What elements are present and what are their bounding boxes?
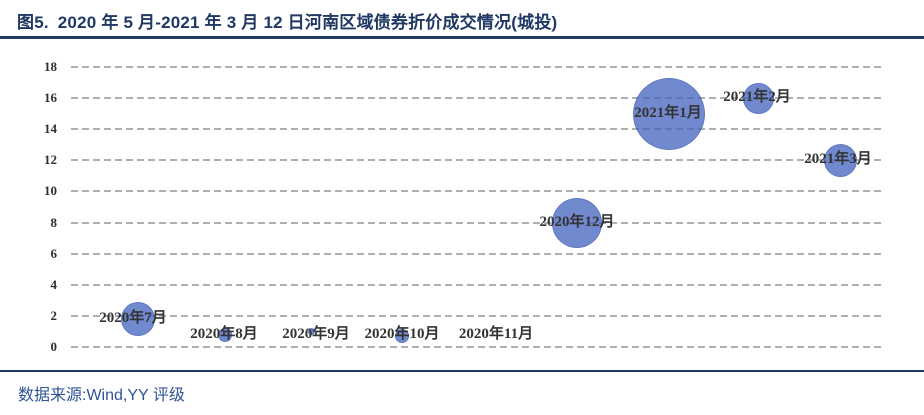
y-axis-tick-label: 18 bbox=[44, 58, 57, 74]
y-axis-tick-label: 10 bbox=[44, 183, 57, 199]
data-point-label: 2020年10月 bbox=[364, 326, 440, 342]
footer-divider-line bbox=[0, 370, 924, 372]
data-point-label: 2021年3月 bbox=[804, 151, 872, 167]
data-point-label: 2021年1月 bbox=[634, 105, 702, 121]
data-bubble bbox=[823, 143, 857, 177]
y-axis-tick-label: 8 bbox=[50, 214, 58, 230]
data-bubble bbox=[121, 302, 155, 336]
gridline bbox=[71, 159, 883, 162]
y-axis-tick-label: 16 bbox=[44, 90, 57, 106]
gridline bbox=[71, 97, 883, 100]
title-divider-line bbox=[0, 36, 924, 39]
gridline bbox=[71, 65, 883, 68]
data-point-label: 2020年8月 bbox=[190, 326, 258, 342]
y-axis-tick-label: 6 bbox=[50, 245, 58, 261]
data-point-label: 2020年9月 bbox=[282, 326, 350, 342]
y-axis-tick-label: 12 bbox=[44, 152, 57, 168]
data-point-label: 2020年7月 bbox=[99, 310, 167, 326]
gridline bbox=[71, 314, 883, 317]
gridline bbox=[71, 128, 883, 131]
gridline bbox=[71, 221, 883, 224]
figure-number-label: 图5. bbox=[17, 13, 49, 32]
gridline bbox=[71, 346, 883, 348]
data-bubble bbox=[218, 328, 232, 342]
y-axis-tick-label: 0 bbox=[50, 339, 58, 354]
data-source-text: 数据来源:Wind,YY 评级 bbox=[18, 387, 185, 404]
gridline bbox=[71, 190, 883, 193]
y-axis-tick-label: 4 bbox=[50, 276, 58, 292]
data-bubble bbox=[395, 329, 409, 343]
data-bubble bbox=[307, 327, 315, 335]
bubble-chart: 0 2 4 6 8 10 12 14 16 18 2020年7月 2020年8月 2020年9月 2020… bbox=[0, 42, 924, 364]
figure-title-text: 2020 年 5 月-2021 年 3 月 12 日河南区域债券折价成交情况(城… bbox=[57, 13, 558, 32]
gridline bbox=[71, 252, 883, 255]
y-axis-tick-label: 2 bbox=[50, 307, 58, 323]
y-axis-tick-label: 14 bbox=[44, 121, 57, 137]
data-point-label: 2020年11月 bbox=[458, 326, 534, 342]
data-bubble bbox=[633, 78, 705, 150]
data-bubble bbox=[552, 198, 602, 248]
gridline bbox=[71, 283, 883, 286]
figure-title: 图5. 2020 年 5 月-2021 年 3 月 12 日河南区域债券折价成交情… bbox=[17, 8, 557, 32]
data-point-label: 2021年2月 bbox=[723, 89, 791, 105]
data-bubble bbox=[742, 82, 774, 114]
data-point-label: 2020年12月 bbox=[539, 214, 615, 230]
